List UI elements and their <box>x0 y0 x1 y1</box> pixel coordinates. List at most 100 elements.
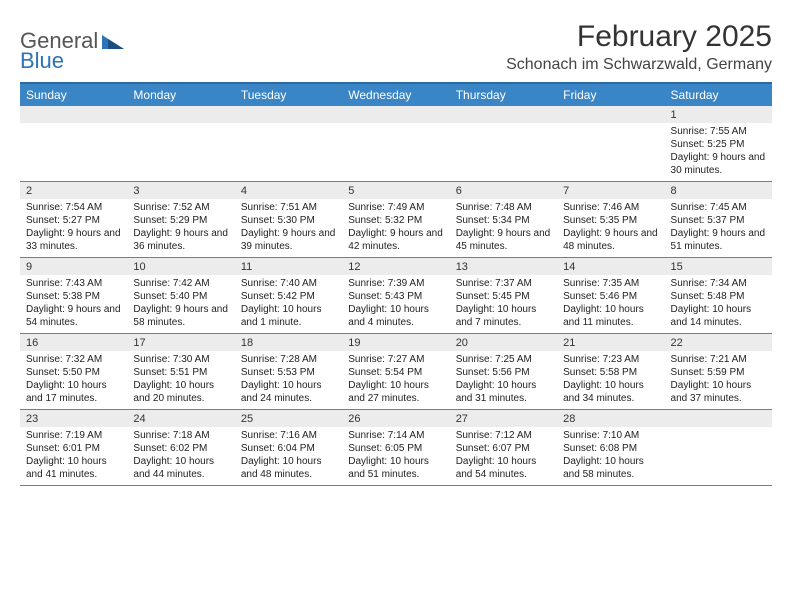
day-cell: 22Sunrise: 7:21 AMSunset: 5:59 PMDayligh… <box>665 334 772 409</box>
daylight-text: Daylight: 10 hours and 1 minute. <box>241 303 336 329</box>
sunrise-text: Sunrise: 7:37 AM <box>456 277 551 290</box>
day-cell <box>20 106 127 181</box>
day-cell: 20Sunrise: 7:25 AMSunset: 5:56 PMDayligh… <box>450 334 557 409</box>
day-body: Sunrise: 7:16 AMSunset: 6:04 PMDaylight:… <box>235 427 342 485</box>
daylight-text: Daylight: 9 hours and 58 minutes. <box>133 303 228 329</box>
daylight-text: Daylight: 10 hours and 34 minutes. <box>563 379 658 405</box>
sunrise-text: Sunrise: 7:19 AM <box>26 429 121 442</box>
day-body: Sunrise: 7:14 AMSunset: 6:05 PMDaylight:… <box>342 427 449 485</box>
day-cell <box>557 106 664 181</box>
day-number: 15 <box>665 258 772 275</box>
sunrise-text: Sunrise: 7:51 AM <box>241 201 336 214</box>
day-cell: 6Sunrise: 7:48 AMSunset: 5:34 PMDaylight… <box>450 182 557 257</box>
day-cell: 11Sunrise: 7:40 AMSunset: 5:42 PMDayligh… <box>235 258 342 333</box>
day-body: Sunrise: 7:21 AMSunset: 5:59 PMDaylight:… <box>665 351 772 409</box>
day-number: 22 <box>665 334 772 351</box>
sunset-text: Sunset: 5:35 PM <box>563 214 658 227</box>
day-body: Sunrise: 7:18 AMSunset: 6:02 PMDaylight:… <box>127 427 234 485</box>
day-body: Sunrise: 7:37 AMSunset: 5:45 PMDaylight:… <box>450 275 557 333</box>
day-number: 11 <box>235 258 342 275</box>
sunrise-text: Sunrise: 7:34 AM <box>671 277 766 290</box>
daylight-text: Daylight: 9 hours and 45 minutes. <box>456 227 551 253</box>
sunset-text: Sunset: 5:59 PM <box>671 366 766 379</box>
day-body: Sunrise: 7:42 AMSunset: 5:40 PMDaylight:… <box>127 275 234 333</box>
sunrise-text: Sunrise: 7:18 AM <box>133 429 228 442</box>
sunrise-text: Sunrise: 7:16 AM <box>241 429 336 442</box>
sunrise-text: Sunrise: 7:35 AM <box>563 277 658 290</box>
day-cell: 5Sunrise: 7:49 AMSunset: 5:32 PMDaylight… <box>342 182 449 257</box>
sunset-text: Sunset: 5:56 PM <box>456 366 551 379</box>
daylight-text: Daylight: 10 hours and 58 minutes. <box>563 455 658 481</box>
day-cell: 3Sunrise: 7:52 AMSunset: 5:29 PMDaylight… <box>127 182 234 257</box>
daylight-text: Daylight: 10 hours and 20 minutes. <box>133 379 228 405</box>
daylight-text: Daylight: 9 hours and 30 minutes. <box>671 151 766 177</box>
sunrise-text: Sunrise: 7:25 AM <box>456 353 551 366</box>
day-number <box>20 106 127 123</box>
day-cell <box>127 106 234 181</box>
day-number: 6 <box>450 182 557 199</box>
day-number: 20 <box>450 334 557 351</box>
day-cell <box>235 106 342 181</box>
sunset-text: Sunset: 5:58 PM <box>563 366 658 379</box>
day-number: 7 <box>557 182 664 199</box>
day-number <box>450 106 557 123</box>
sunrise-text: Sunrise: 7:28 AM <box>241 353 336 366</box>
day-number: 2 <box>20 182 127 199</box>
sunset-text: Sunset: 5:43 PM <box>348 290 443 303</box>
day-number: 9 <box>20 258 127 275</box>
day-cell: 10Sunrise: 7:42 AMSunset: 5:40 PMDayligh… <box>127 258 234 333</box>
day-number <box>235 106 342 123</box>
sunrise-text: Sunrise: 7:48 AM <box>456 201 551 214</box>
logo-word2: Blue <box>20 48 64 74</box>
day-header-row: Sunday Monday Tuesday Wednesday Thursday… <box>20 82 772 106</box>
day-body: Sunrise: 7:25 AMSunset: 5:56 PMDaylight:… <box>450 351 557 409</box>
daylight-text: Daylight: 10 hours and 54 minutes. <box>456 455 551 481</box>
sunrise-text: Sunrise: 7:12 AM <box>456 429 551 442</box>
sunset-text: Sunset: 5:54 PM <box>348 366 443 379</box>
day-body: Sunrise: 7:35 AMSunset: 5:46 PMDaylight:… <box>557 275 664 333</box>
day-number <box>342 106 449 123</box>
day-body <box>235 123 342 178</box>
sunrise-text: Sunrise: 7:40 AM <box>241 277 336 290</box>
daylight-text: Daylight: 9 hours and 54 minutes. <box>26 303 121 329</box>
day-body: Sunrise: 7:54 AMSunset: 5:27 PMDaylight:… <box>20 199 127 257</box>
day-number: 8 <box>665 182 772 199</box>
day-cell: 15Sunrise: 7:34 AMSunset: 5:48 PMDayligh… <box>665 258 772 333</box>
day-cell: 19Sunrise: 7:27 AMSunset: 5:54 PMDayligh… <box>342 334 449 409</box>
sunset-text: Sunset: 5:32 PM <box>348 214 443 227</box>
daylight-text: Daylight: 9 hours and 42 minutes. <box>348 227 443 253</box>
day-body <box>665 427 772 482</box>
day-number: 24 <box>127 410 234 427</box>
sunset-text: Sunset: 6:08 PM <box>563 442 658 455</box>
logo-triangle-icon <box>102 33 124 49</box>
day-body: Sunrise: 7:40 AMSunset: 5:42 PMDaylight:… <box>235 275 342 333</box>
day-cell: 28Sunrise: 7:10 AMSunset: 6:08 PMDayligh… <box>557 410 664 485</box>
sunset-text: Sunset: 6:02 PM <box>133 442 228 455</box>
day-number: 18 <box>235 334 342 351</box>
day-body: Sunrise: 7:48 AMSunset: 5:34 PMDaylight:… <box>450 199 557 257</box>
day-header: Thursday <box>450 84 557 106</box>
sunset-text: Sunset: 5:27 PM <box>26 214 121 227</box>
day-cell: 1Sunrise: 7:55 AMSunset: 5:25 PMDaylight… <box>665 106 772 181</box>
day-body: Sunrise: 7:45 AMSunset: 5:37 PMDaylight:… <box>665 199 772 257</box>
day-body: Sunrise: 7:12 AMSunset: 6:07 PMDaylight:… <box>450 427 557 485</box>
day-cell: 7Sunrise: 7:46 AMSunset: 5:35 PMDaylight… <box>557 182 664 257</box>
day-cell: 27Sunrise: 7:12 AMSunset: 6:07 PMDayligh… <box>450 410 557 485</box>
sunrise-text: Sunrise: 7:43 AM <box>26 277 121 290</box>
day-header: Saturday <box>665 84 772 106</box>
day-body: Sunrise: 7:30 AMSunset: 5:51 PMDaylight:… <box>127 351 234 409</box>
week-row: 23Sunrise: 7:19 AMSunset: 6:01 PMDayligh… <box>20 410 772 486</box>
daylight-text: Daylight: 9 hours and 51 minutes. <box>671 227 766 253</box>
day-cell <box>450 106 557 181</box>
day-body <box>342 123 449 178</box>
sunset-text: Sunset: 5:34 PM <box>456 214 551 227</box>
daylight-text: Daylight: 10 hours and 48 minutes. <box>241 455 336 481</box>
day-number: 27 <box>450 410 557 427</box>
day-cell <box>342 106 449 181</box>
day-header: Tuesday <box>235 84 342 106</box>
day-number: 19 <box>342 334 449 351</box>
sunrise-text: Sunrise: 7:46 AM <box>563 201 658 214</box>
day-body: Sunrise: 7:39 AMSunset: 5:43 PMDaylight:… <box>342 275 449 333</box>
day-body: Sunrise: 7:23 AMSunset: 5:58 PMDaylight:… <box>557 351 664 409</box>
day-cell: 8Sunrise: 7:45 AMSunset: 5:37 PMDaylight… <box>665 182 772 257</box>
